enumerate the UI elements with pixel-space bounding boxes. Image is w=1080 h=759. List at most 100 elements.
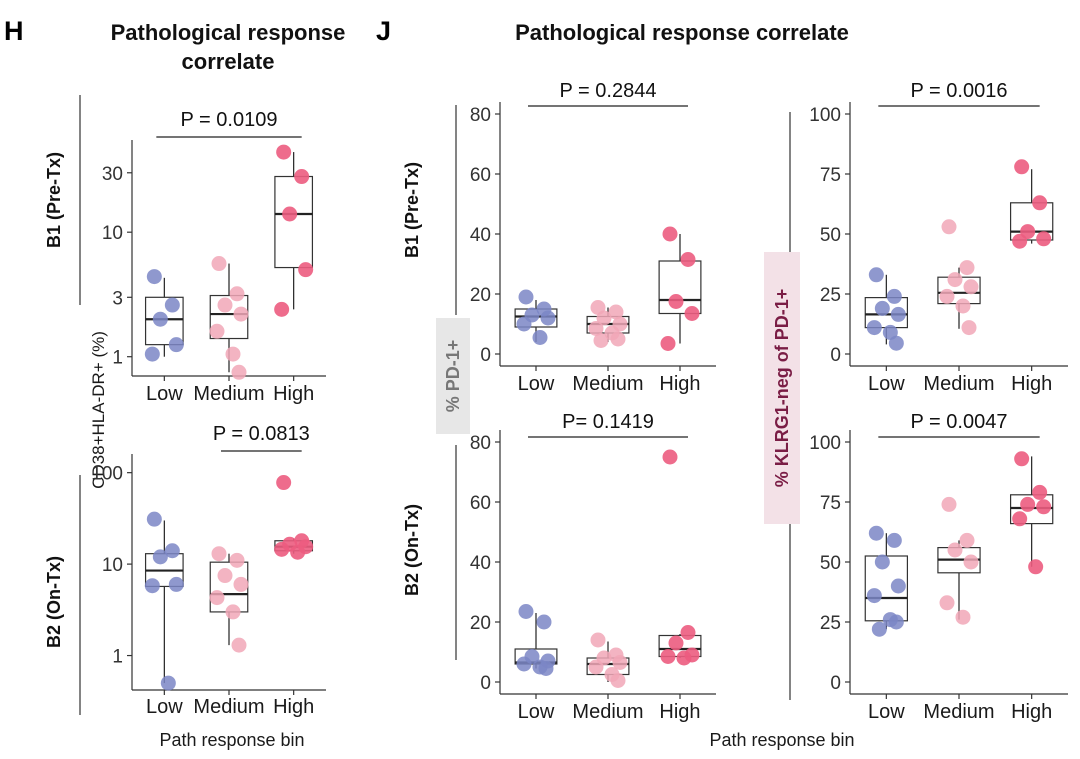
data-point xyxy=(888,335,904,351)
data-point xyxy=(963,279,979,295)
y-tick-label: 20 xyxy=(470,613,491,634)
y-axis-label-j-left: % PD-1+ xyxy=(443,340,463,413)
x-tick-label: High xyxy=(659,373,700,395)
data-point xyxy=(298,262,314,278)
pvalue-label: P = 0.0109 xyxy=(181,109,278,131)
data-point xyxy=(164,297,180,313)
data-point xyxy=(874,554,890,570)
data-point xyxy=(668,635,684,651)
box xyxy=(274,175,314,269)
data-point xyxy=(947,542,963,558)
pvalue-label: P = 0.0813 xyxy=(213,423,310,445)
data-point xyxy=(1032,195,1048,211)
data-point xyxy=(144,346,160,362)
data-point xyxy=(866,320,882,336)
data-point xyxy=(1036,499,1052,515)
chart-j-klrg1-b1: 0 25 50 75 100 Low Medium High P = 0.0016 xyxy=(809,80,1068,395)
data-point xyxy=(225,346,241,362)
data-point xyxy=(217,568,233,584)
y-tick-label: 100 xyxy=(91,464,123,485)
pvalue-label: P= 0.1419 xyxy=(562,411,654,433)
panel-j-title: Pathological response correlate xyxy=(515,20,849,45)
data-point xyxy=(160,675,176,691)
y-tick-label: 10 xyxy=(102,223,123,244)
y-tick-label: 50 xyxy=(820,553,841,574)
data-point xyxy=(1014,159,1030,175)
data-point xyxy=(610,673,626,688)
data-point xyxy=(229,552,245,568)
x-tick-label: High xyxy=(273,696,314,718)
y-axis-label-h: CD38+HLA-DR+ (%) xyxy=(89,331,108,489)
data-point xyxy=(225,604,241,620)
y-tick-label: 80 xyxy=(470,105,491,126)
data-point xyxy=(660,649,676,664)
data-point xyxy=(874,300,890,316)
box xyxy=(144,296,184,346)
x-tick-label: Medium xyxy=(572,373,643,395)
data-point xyxy=(146,511,162,527)
y-tick-label: 25 xyxy=(820,285,841,306)
x-tick-label: Medium xyxy=(923,373,994,395)
y-tick-label: 75 xyxy=(820,493,841,514)
x-tick-label: Medium xyxy=(193,696,264,718)
x-tick-label: Low xyxy=(868,373,905,395)
data-point xyxy=(229,286,245,302)
y-axis-label-j-left-bg xyxy=(436,318,470,434)
y-tick-label: 1 xyxy=(112,647,123,668)
data-point xyxy=(168,576,184,592)
data-point xyxy=(610,331,626,347)
data-point xyxy=(233,306,249,322)
data-point xyxy=(959,260,975,276)
row-label-j-b1: B1 (Pre-Tx) xyxy=(402,162,422,258)
y-tick-label: 75 xyxy=(820,165,841,186)
data-point xyxy=(282,206,298,222)
y-tick-label: 60 xyxy=(470,165,491,186)
row-label-h-b1: B1 (Pre-Tx) xyxy=(44,152,64,248)
data-point xyxy=(684,306,700,321)
chart-h-b2: 1 10 100 Low Medium High P = 0.0813 xyxy=(91,423,326,718)
data-point xyxy=(961,320,977,336)
data-point xyxy=(590,632,606,648)
data-point xyxy=(516,656,532,672)
y-tick-label: 50 xyxy=(820,225,841,246)
data-point xyxy=(866,588,882,604)
data-point xyxy=(939,288,955,304)
pvalue-label: P = 0.0047 xyxy=(911,411,1008,433)
data-point xyxy=(588,659,604,675)
y-tick-label: 1 xyxy=(112,348,123,369)
y-tick-label: 30 xyxy=(102,164,123,185)
chart-h-b1: 1 3 10 30 Low Medium High P = 0.0109 xyxy=(102,109,326,405)
data-point xyxy=(231,364,247,380)
data-point xyxy=(868,525,884,541)
panel-letter-h: H xyxy=(4,16,24,46)
data-point xyxy=(1012,233,1028,249)
y-tick-label: 0 xyxy=(830,345,841,366)
data-point xyxy=(596,310,612,326)
data-point xyxy=(593,333,609,348)
x-tick-label: Low xyxy=(868,701,905,723)
data-point xyxy=(668,294,684,309)
x-tick-label: Low xyxy=(146,696,183,718)
y-tick-label: 40 xyxy=(470,225,491,246)
data-point xyxy=(294,169,310,185)
data-point xyxy=(276,144,292,160)
data-point xyxy=(146,269,162,285)
data-point xyxy=(231,637,247,653)
data-point xyxy=(209,323,225,339)
data-point xyxy=(164,543,180,559)
data-point xyxy=(941,219,957,235)
data-point xyxy=(290,544,306,560)
data-point xyxy=(152,549,168,565)
y-tick-label: 20 xyxy=(470,285,491,306)
data-point xyxy=(612,655,628,670)
y-tick-label: 100 xyxy=(809,105,841,126)
data-point xyxy=(886,532,902,548)
x-tick-label: Low xyxy=(518,373,555,395)
y-tick-label: 25 xyxy=(820,613,841,634)
data-point xyxy=(963,554,979,570)
data-point xyxy=(662,226,678,242)
data-point xyxy=(1020,496,1036,512)
x-tick-label: Medium xyxy=(193,383,264,405)
chart-j-pd1-b1: 0 20 40 60 80 Low Medium High P = 0.2844 xyxy=(470,80,716,395)
pvalue-label: P = 0.2844 xyxy=(560,80,657,102)
